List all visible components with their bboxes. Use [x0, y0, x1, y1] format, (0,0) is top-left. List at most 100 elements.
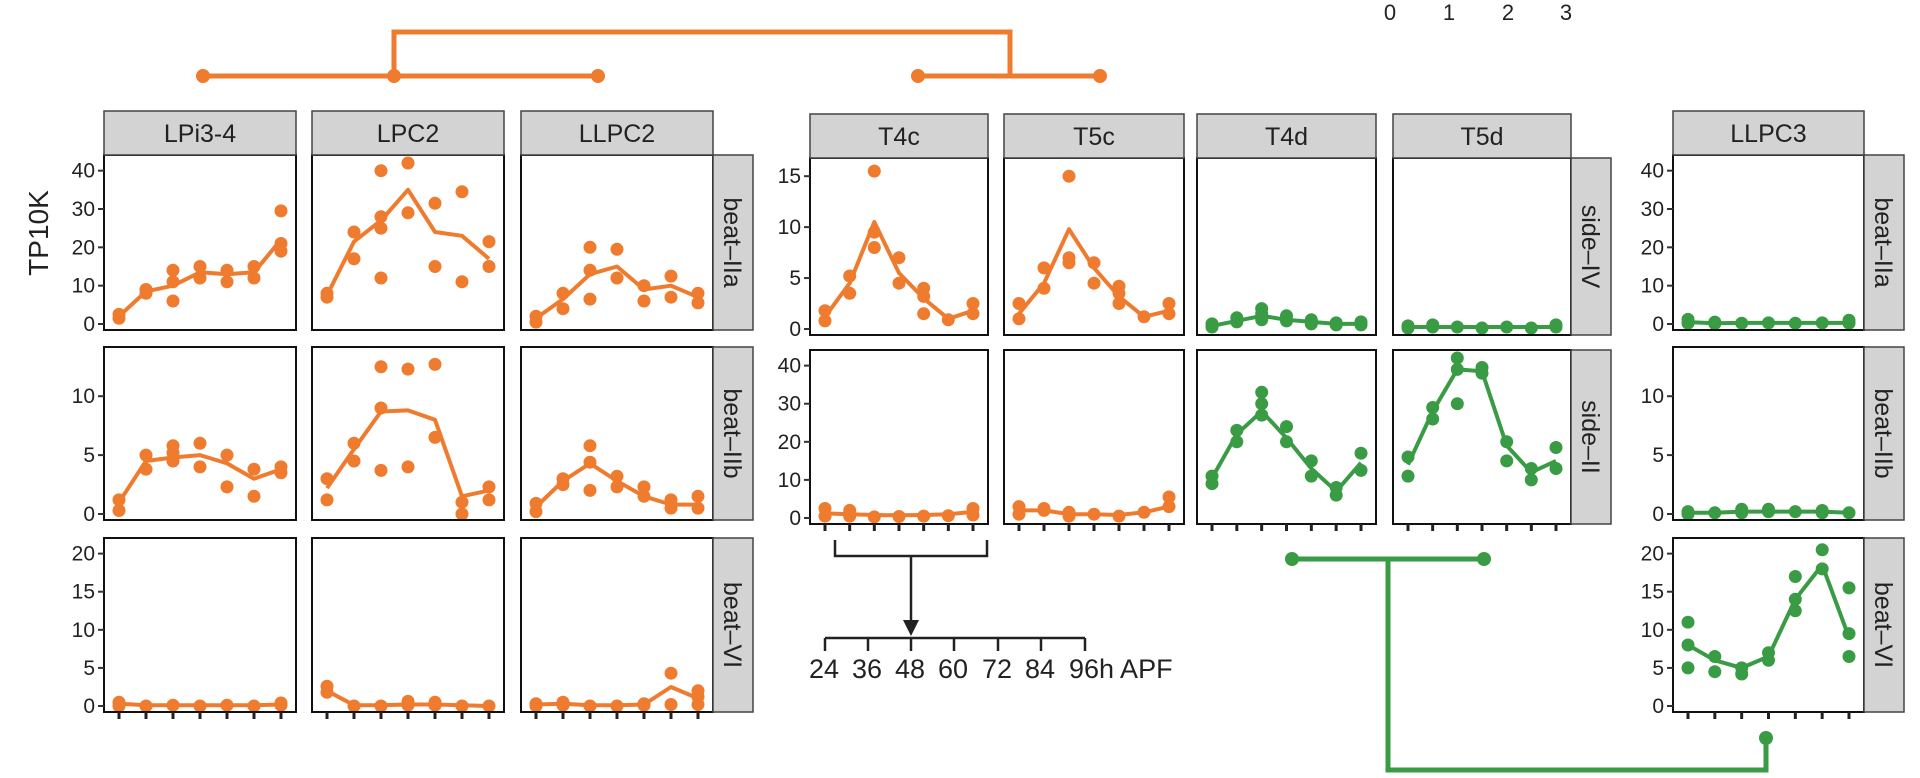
data-point — [374, 164, 388, 178]
data-point — [274, 696, 288, 710]
row-strip — [1570, 157, 1612, 336]
data-point — [583, 240, 597, 254]
data-point — [637, 697, 651, 711]
data-point — [1280, 435, 1293, 449]
data-point — [1354, 446, 1368, 460]
data-point — [166, 275, 180, 289]
data-point — [529, 309, 543, 323]
data-point — [1162, 500, 1176, 514]
data-point — [1426, 412, 1440, 426]
facet-panel — [1196, 349, 1377, 531]
data-point — [1255, 408, 1269, 422]
data-point — [1354, 315, 1368, 329]
data-point — [892, 251, 906, 265]
data-point — [374, 271, 388, 285]
y-tick-label: 40 — [778, 355, 801, 378]
panel-background — [1004, 350, 1184, 524]
data-point — [1037, 502, 1051, 515]
data-point — [966, 307, 980, 321]
data-point — [691, 684, 705, 698]
data-point — [1401, 469, 1415, 483]
panel-background — [1673, 155, 1864, 330]
data-point — [610, 271, 624, 285]
data-point — [220, 275, 234, 289]
data-point — [1762, 502, 1775, 516]
data-point — [1549, 318, 1563, 332]
facet-panel: 0 5 10 beat–IIb — [1641, 346, 1905, 526]
data-point — [193, 271, 207, 285]
y-tick-label: 15 — [778, 165, 801, 188]
legend-tick-label: 0 — [1384, 0, 1396, 25]
data-point — [941, 509, 955, 523]
data-point — [1681, 615, 1695, 629]
data-point — [1500, 454, 1514, 468]
data-point — [529, 496, 543, 510]
data-point — [247, 699, 261, 713]
y-tick-label: 10 — [778, 216, 801, 239]
row-title: beat–IIa — [718, 197, 746, 287]
dendrogram-node — [911, 69, 925, 83]
annotations: 0 1 2 3 TP10K — [23, 0, 1773, 773]
data-point — [1450, 320, 1464, 334]
data-point — [374, 221, 388, 235]
column-strip — [1672, 110, 1865, 156]
y-tick-label: 30 — [72, 198, 95, 221]
data-point — [1062, 169, 1076, 183]
legend-tick-label: 1 — [1443, 0, 1455, 25]
column-strip — [520, 110, 714, 156]
y-tick-label: 20 — [72, 543, 95, 566]
data-point — [1255, 302, 1269, 316]
data-point — [220, 698, 234, 712]
data-point — [347, 225, 361, 239]
series-line — [325, 187, 491, 297]
data-point — [1735, 502, 1749, 516]
data-point — [583, 439, 597, 453]
panel-background — [1004, 158, 1184, 335]
data-point — [867, 164, 881, 178]
y-tick-label: 0 — [789, 318, 801, 341]
data-point — [274, 237, 288, 250]
data-point — [1426, 401, 1440, 414]
data-point — [1708, 650, 1722, 663]
y-tick-label: 15 — [1641, 581, 1664, 604]
data-point — [1815, 504, 1829, 517]
data-point — [193, 460, 207, 474]
data-point — [966, 502, 980, 515]
data-point — [401, 694, 415, 708]
y-tick-label: 20 — [1641, 236, 1664, 259]
data-point — [1087, 256, 1101, 270]
facet-panel: LPC2 — [311, 110, 505, 331]
row-title: side–IV — [1576, 205, 1604, 289]
y-tick-label: 0 — [789, 507, 801, 530]
data-point — [1842, 506, 1856, 520]
facet-panel: beat–VI — [520, 537, 754, 719]
data-point — [193, 260, 207, 273]
facet-panel: 0 5 10 15 T4c — [778, 113, 989, 341]
data-point — [1524, 473, 1538, 487]
data-point — [1255, 397, 1269, 411]
data-point — [1037, 261, 1051, 275]
y-tick-label: 10 — [72, 275, 95, 298]
panel-background — [810, 158, 988, 335]
row-strip — [712, 346, 754, 521]
y-axis-title: TP10K — [23, 190, 54, 276]
y-tick-label: 5 — [83, 657, 95, 680]
panel-background — [104, 538, 296, 712]
data-point — [664, 698, 678, 711]
data-point — [1304, 454, 1318, 468]
data-point — [139, 462, 153, 476]
data-point — [428, 695, 442, 709]
key-tick-label: 24 — [809, 654, 839, 684]
data-point — [1815, 562, 1829, 576]
data-point — [583, 263, 597, 277]
data-point — [1087, 276, 1101, 290]
data-point — [112, 493, 126, 507]
data-point — [583, 699, 597, 713]
data-point — [610, 469, 624, 483]
y-tick-label: 0 — [1652, 503, 1664, 526]
data-point — [917, 509, 931, 523]
panel-background — [521, 538, 713, 712]
data-point — [428, 196, 442, 210]
data-point — [917, 281, 931, 295]
dendrogram-node — [196, 69, 210, 83]
